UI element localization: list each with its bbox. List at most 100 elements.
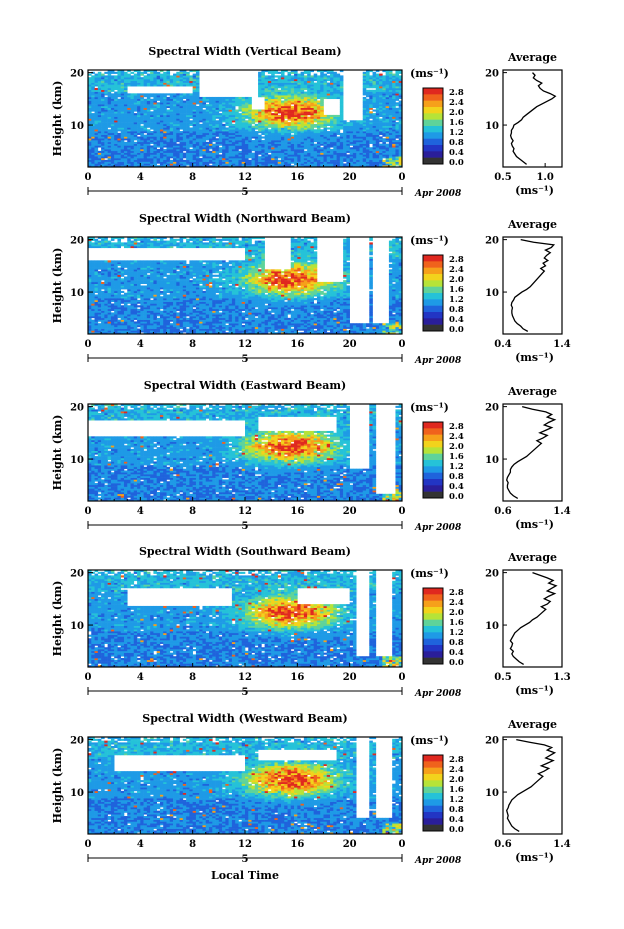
colorbar-unit: (ms⁻¹)	[410, 67, 449, 80]
average-title: Average	[507, 718, 557, 731]
colorbar-tick-label: 2.0	[449, 442, 464, 452]
colorbar-tick-label: 1.6	[449, 285, 464, 295]
colorbar-swatch	[423, 113, 443, 120]
colorbar-frame	[422, 587, 444, 665]
avg-x-tick-label: 1.0	[536, 172, 553, 183]
colorbar-tick-label: 1.6	[449, 785, 464, 795]
x-tick-label: 8	[189, 839, 196, 850]
avg-x-tick-label: 1.4	[553, 339, 570, 350]
x-tick-label: 4	[137, 172, 144, 183]
colorbar-swatch	[423, 324, 443, 332]
panel-title: Spectral Width (Southward Beam)	[139, 545, 351, 558]
panel-title: Spectral Width (Vertical Beam)	[148, 45, 341, 58]
colorbar-swatch	[423, 293, 443, 300]
colorbar-swatch	[423, 786, 443, 794]
colorbar-swatch	[423, 434, 443, 442]
colorbar-tick-label: 0.8	[449, 472, 464, 482]
avg-x-tick-label: 1.4	[553, 506, 570, 517]
avg-x-tick-label: 0.5	[494, 172, 511, 183]
colorbar-tick-label: 1.6	[449, 452, 464, 462]
colorbar-tick-label: 0.0	[449, 492, 464, 502]
avg-x-label: (ms⁻¹)	[515, 184, 554, 197]
average-profile: Average 20 10 0.5 1.0(ms⁻¹)	[485, 51, 563, 197]
colorbar-tick-label: 0.4	[449, 315, 464, 325]
avg-y-tick-label: 20	[485, 236, 499, 247]
x-tick-label: 0	[399, 839, 406, 850]
colorbar-tick-label: 1.2	[449, 295, 464, 305]
average-title: Average	[507, 385, 557, 398]
colorbar-swatch	[423, 280, 443, 287]
panel-1: Spectral Width (Vertical Beam) 20 10 Height…	[51, 45, 563, 199]
x-tick-label: 0	[399, 172, 406, 183]
colorbar-swatch	[423, 274, 443, 281]
colorbar-swatch	[423, 286, 443, 294]
colorbar-swatch	[423, 299, 443, 306]
y-tick-label: 10	[70, 121, 84, 132]
x-tick-label: 20	[343, 339, 357, 350]
x-tick-label: 16	[290, 506, 304, 517]
colorbar-swatch	[423, 428, 443, 435]
colorbar-swatch	[423, 767, 443, 775]
avg-x-label: (ms⁻¹)	[515, 351, 554, 364]
colorbar-swatch	[423, 588, 443, 595]
colorbar-swatch	[423, 107, 443, 114]
x-tick-label: 4	[137, 339, 144, 350]
colorbar-swatch	[423, 145, 443, 152]
x-tick-label: 16	[290, 339, 304, 350]
avg-y-tick-label: 20	[485, 403, 499, 414]
colorbar-tick-label: 2.0	[449, 608, 464, 618]
y-tick-label: 20	[70, 736, 84, 747]
x-tick-label: 4	[137, 506, 144, 517]
avg-y-tick-label: 10	[485, 288, 499, 299]
colorbar-swatch	[423, 755, 443, 762]
colorbar-tick-label: 0.8	[449, 805, 464, 815]
average-frame	[502, 69, 563, 168]
avg-x-label: (ms⁻¹)	[515, 851, 554, 864]
colorbar-tick-label: 2.4	[449, 98, 464, 108]
x-tick-label: 20	[343, 839, 357, 850]
x-tick-label: 12	[238, 839, 252, 850]
y-tick-label: 10	[70, 621, 84, 632]
colorbar-swatch	[423, 100, 443, 108]
average-title: Average	[507, 551, 557, 564]
x-tick-label: 8	[189, 672, 196, 683]
date-label: Apr 2008	[414, 356, 462, 366]
x-tick-label: 12	[238, 506, 252, 517]
colorbar-tick-label: 2.8	[449, 588, 464, 598]
avg-x-tick-label: 0.4	[494, 339, 511, 350]
x-axis-label: Local Time	[211, 869, 279, 882]
colorbar-tick-label: 0.0	[449, 158, 464, 168]
colorbar-tick-label: 2.8	[449, 755, 464, 765]
colorbar-swatch	[423, 774, 443, 781]
heatmap	[88, 570, 403, 668]
avg-y-tick-label: 10	[485, 621, 499, 632]
colorbar-swatch	[423, 824, 443, 832]
colorbar-tick-label: 0.0	[449, 825, 464, 835]
x-tick-label: 20	[343, 672, 357, 683]
colorbar-swatch	[423, 657, 443, 665]
x-tick-label: 0	[399, 672, 406, 683]
date-label: Apr 2008	[414, 523, 462, 533]
colorbar-swatch	[423, 638, 443, 646]
colorbar-swatch	[423, 780, 443, 787]
colorbar-tick-label: 0.4	[449, 482, 464, 492]
x-tick-label: 8	[189, 506, 196, 517]
y-tick-label: 10	[70, 288, 84, 299]
heatmap	[88, 404, 403, 502]
panel-3: Spectral Width (Eastward Beam) 20 10 Height…	[51, 379, 571, 533]
colorbar-frame	[422, 754, 444, 832]
avg-x-tick-label: 1.3	[553, 672, 570, 683]
avg-y-tick-label: 10	[485, 121, 499, 132]
avg-y-tick-label: 10	[485, 788, 499, 799]
panel-title: Spectral Width (Northward Beam)	[139, 212, 351, 225]
panel-5: Spectral Width (Westward Beam) 20 10 Height…	[51, 712, 571, 866]
colorbar-tick-label: 2.4	[449, 265, 464, 275]
avg-x-label: (ms⁻¹)	[515, 518, 554, 531]
colorbar-swatch	[423, 594, 443, 601]
average-line	[509, 572, 558, 665]
colorbar-frame	[422, 421, 444, 499]
avg-y-tick-label: 20	[485, 569, 499, 580]
x-tick-label: 0	[85, 339, 92, 350]
average-profile: Average 20 10 0.4 1.4(ms⁻¹)	[485, 218, 571, 364]
colorbar-swatch	[423, 447, 443, 454]
